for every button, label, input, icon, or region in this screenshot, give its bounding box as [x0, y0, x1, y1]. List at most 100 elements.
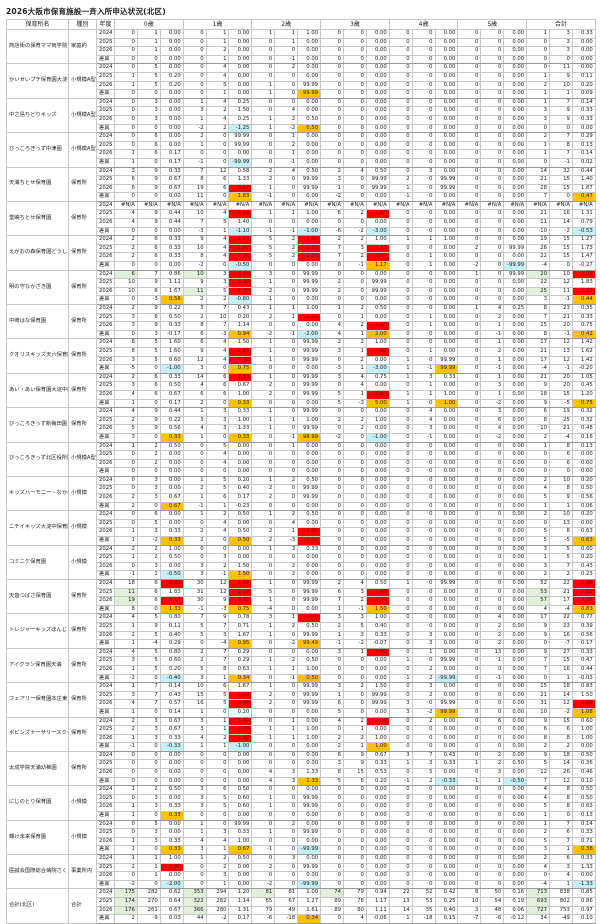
ratio-cell: 0.00 [297, 759, 322, 770]
applicants-cell: 0 [457, 389, 482, 400]
applicants-cell: 0 [388, 432, 413, 443]
capacity-cell: 12 [549, 355, 573, 366]
ratio-cell: 0.00 [228, 441, 253, 452]
ratio-cell: 0.06 [503, 905, 528, 916]
ratio-cell: 99.99 [434, 656, 459, 666]
ratio-cell: 0.33 [159, 321, 184, 331]
applicants-cell: 0 [114, 819, 138, 830]
applicants-cell: 0 [457, 192, 482, 202]
capacity-cell: 0 [342, 561, 367, 572]
capacity-cell: 1 [274, 149, 299, 159]
ratio-cell: 0.00 [571, 518, 596, 529]
applicants-cell: -2 [182, 261, 207, 271]
applicants-cell: 2 [182, 132, 207, 142]
facility-kind: 小規模A型 [68, 97, 97, 134]
ratio-cell: 0.33 [159, 811, 184, 821]
capacity-cell: 1 [549, 673, 573, 684]
year-cell: 2024 [96, 407, 115, 417]
year-cell: 2024 [96, 544, 115, 555]
applicants-cell: 3 [114, 166, 138, 177]
ratio-cell: 0.94 [228, 329, 253, 340]
capacity-cell: -5 [549, 398, 573, 409]
ratio-cell: 0.00 [503, 828, 528, 838]
capacity-cell: 22 [549, 613, 573, 623]
applicants-cell: 0 [457, 768, 482, 778]
capacity-cell: -1 [480, 329, 505, 340]
capacity-cell: 10 [549, 269, 573, 280]
ratio-cell: 0.00 [297, 647, 322, 658]
applicants-cell: 0 [388, 97, 413, 108]
capacity-cell: 2 [136, 785, 161, 795]
ratio-cell: 0.00 [434, 793, 459, 804]
ratio-cell: 0.00 [365, 295, 390, 305]
applicants-cell: 0 [114, 295, 138, 305]
capacity-cell: -18 [411, 914, 436, 924]
capacity-cell: 4 [342, 372, 367, 383]
ratio-cell: 0.00 [434, 621, 459, 632]
capacity-cell: 0 [480, 561, 505, 572]
ratio-cell: 0.00 [297, 811, 322, 821]
ratio-cell: 0.00 [503, 235, 528, 245]
ratio-cell: 0.50 [159, 441, 184, 452]
ratio-cell: 0.67 [159, 493, 184, 503]
applicants-cell: 0 [388, 570, 413, 580]
applicants-cell: 0 [320, 475, 344, 486]
applicants-cell: 0 [457, 828, 482, 838]
applicants-cell: 1 [388, 372, 413, 383]
capacity-cell: -2 [480, 432, 505, 443]
applicants-cell: 1 [182, 140, 207, 151]
capacity-cell: 0 [342, 106, 367, 116]
ratio-cell: 0.33 [228, 398, 253, 409]
applicants-cell: 0 [320, 123, 344, 134]
capacity-cell: -18 [274, 914, 299, 924]
capacity-cell: 0 [342, 467, 367, 477]
capacity-cell: 0 [342, 570, 367, 580]
ratio-cell: 0.33 [571, 106, 596, 116]
ratio-cell: 99.99 [365, 175, 390, 185]
applicants-cell: 8 [182, 175, 207, 185]
capacity-cell: 4 [342, 914, 367, 924]
ratio-cell: 0.00 [571, 54, 596, 65]
capacity-cell: -1 [274, 157, 299, 168]
table-row: ポピンズナーサリースクール扇町保育所2024230.67313.00010.00… [6, 716, 596, 752]
ratio-cell: 3.00 [297, 613, 322, 623]
applicants-cell: 0 [251, 742, 276, 752]
ratio-cell: 0.00 [503, 278, 528, 288]
applicants-cell: 0 [251, 97, 276, 108]
applicants-cell: 2 [182, 656, 207, 666]
applicants-cell: 10 [526, 424, 551, 434]
year-cell: 2026 [96, 252, 115, 263]
applicants-cell: 0 [320, 914, 344, 924]
ratio-cell: 0.67 [159, 501, 184, 512]
year-cell: 2024 [96, 579, 115, 589]
ratio-cell: 0.77 [571, 613, 596, 623]
applicants-cell: 1 [320, 630, 344, 641]
ratio-cell: 0.56 [571, 630, 596, 641]
capacity-cell: 5 [205, 793, 230, 804]
year-cell: 差異 [96, 879, 115, 890]
facility-kind: 保育所 [68, 166, 97, 202]
capacity-cell: 2 [342, 596, 367, 606]
ratio-cell: 0.00 [503, 37, 528, 48]
ratio-cell: 1.00 [434, 235, 459, 245]
applicants-cell: 1 [388, 355, 413, 366]
ratio-cell: -0.33 [434, 776, 459, 787]
capacity-cell: 0 [274, 364, 299, 374]
ratio-cell: 0.00 [365, 123, 390, 134]
capacity-cell: -1 [274, 54, 299, 65]
ratio-cell: -0.27 [571, 261, 596, 271]
ratio-cell: 1.00 [297, 209, 322, 220]
capacity-cell: 8 [549, 785, 573, 795]
applicants-cell: 2 [114, 725, 138, 735]
applicants-cell: 2 [251, 527, 276, 538]
capacity-cell: 11 [549, 286, 573, 297]
capacity-cell: -1 [342, 604, 367, 615]
capacity-cell: 10 [205, 312, 230, 323]
applicants-cell: 1 [251, 802, 276, 813]
ratio-cell: 99.49 [297, 639, 322, 649]
capacity-cell: 9 [136, 218, 161, 228]
applicants-cell: 21 [526, 346, 551, 357]
applicants-cell: 1 [114, 536, 138, 546]
applicants-cell: 9 [182, 278, 207, 288]
capacity-cell: 48 [480, 905, 505, 916]
